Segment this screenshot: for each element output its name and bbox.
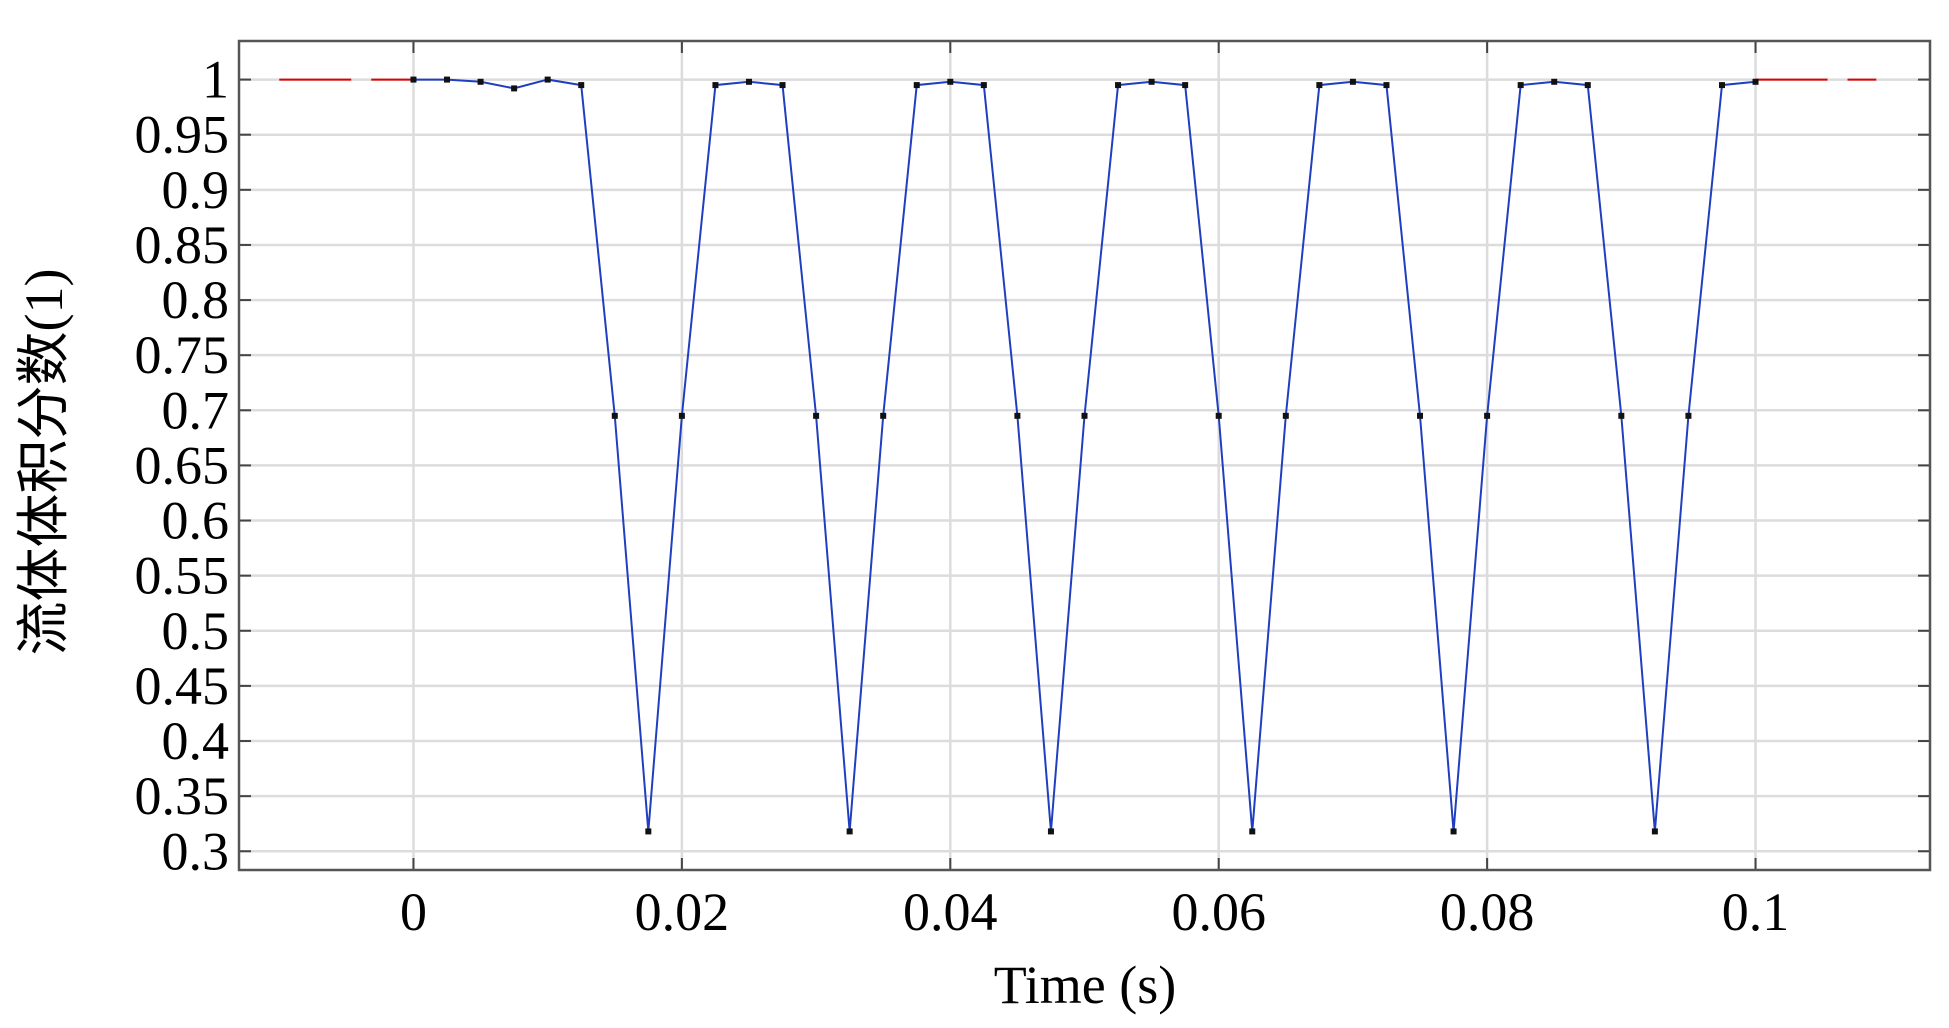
y-tick-label: 0.5	[162, 601, 230, 661]
point-marker	[1383, 82, 1390, 89]
point-marker	[1450, 828, 1457, 835]
point-marker	[980, 82, 987, 89]
x-tick-label: 0	[400, 882, 427, 942]
y-tick-label: 0.85	[135, 215, 230, 275]
point-marker	[813, 412, 820, 419]
y-tick-label: 0.7	[162, 380, 230, 440]
point-marker	[1718, 82, 1725, 89]
y-tick-label: 0.45	[135, 656, 230, 716]
point-marker	[1551, 78, 1558, 85]
point-marker	[511, 85, 518, 92]
point-marker	[1685, 412, 1692, 419]
x-tick-label: 0.02	[635, 882, 730, 942]
point-marker	[1081, 412, 1088, 419]
y-tick-label: 0.9	[162, 160, 230, 220]
y-tick-label: 1	[202, 50, 229, 110]
y-tick-label: 0.6	[162, 491, 230, 551]
y-tick-label: 0.4	[162, 711, 230, 771]
point-marker	[1484, 412, 1491, 419]
y-tick-label: 0.8	[162, 270, 230, 330]
point-marker	[913, 82, 920, 89]
y-tick-label: 0.55	[135, 546, 230, 606]
point-marker	[947, 78, 954, 85]
x-tick-label: 0.08	[1440, 882, 1535, 942]
point-marker	[678, 412, 685, 419]
point-marker	[410, 76, 417, 83]
point-marker	[779, 82, 786, 89]
point-marker	[1517, 82, 1524, 89]
point-marker	[1148, 78, 1155, 85]
y-tick-label: 0.35	[135, 766, 230, 826]
y-axis-label: 流体体积分数(1)	[14, 269, 74, 656]
point-marker	[880, 412, 887, 419]
point-marker	[444, 76, 451, 83]
y-tick-label: 0.75	[135, 325, 230, 385]
point-marker	[1349, 78, 1356, 85]
plot-frame	[237, 39, 1932, 872]
point-marker	[611, 412, 618, 419]
point-marker	[578, 82, 585, 89]
point-marker	[1651, 828, 1658, 835]
point-marker	[1584, 82, 1591, 89]
point-marker	[712, 82, 719, 89]
point-marker	[1249, 828, 1256, 835]
point-marker	[1618, 412, 1625, 419]
point-marker	[1215, 412, 1222, 419]
point-marker	[1115, 82, 1122, 89]
point-marker	[544, 76, 551, 83]
point-marker	[1752, 78, 1759, 85]
point-marker	[846, 828, 853, 835]
point-marker	[1182, 82, 1189, 89]
y-tick-label: 0.95	[135, 105, 230, 165]
point-marker	[1282, 412, 1289, 419]
y-tick-label: 0.3	[162, 821, 230, 881]
point-marker	[1014, 412, 1021, 419]
x-tick-label: 0.1	[1722, 882, 1790, 942]
point-marker	[745, 78, 752, 85]
x-tick-label: 0.04	[903, 882, 998, 942]
point-marker	[645, 828, 652, 835]
x-axis-label: Time (s)	[994, 955, 1177, 1015]
point-marker	[1047, 828, 1054, 835]
point-marker	[1417, 412, 1424, 419]
x-tick-label: 0.06	[1171, 882, 1266, 942]
y-tick-label: 0.65	[135, 435, 230, 495]
point-marker	[1316, 82, 1323, 89]
plot-area	[239, 41, 1930, 870]
point-marker	[477, 78, 484, 85]
